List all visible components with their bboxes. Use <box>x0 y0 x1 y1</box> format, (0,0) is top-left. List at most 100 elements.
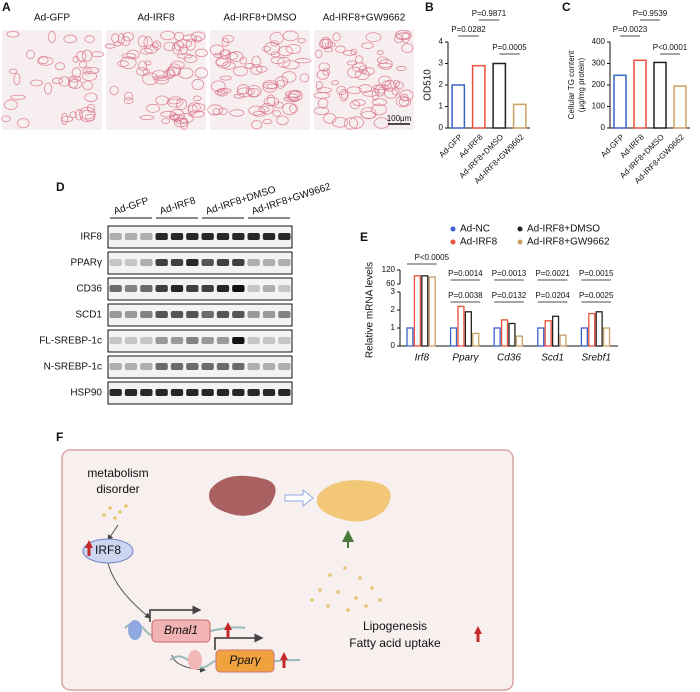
blot-frame <box>107 251 293 275</box>
band <box>232 337 245 344</box>
band <box>170 259 184 266</box>
cell <box>30 79 44 87</box>
cell <box>172 42 181 55</box>
cell <box>176 53 193 59</box>
cell <box>26 49 35 60</box>
p-value: P=0.0204 <box>535 291 570 300</box>
band <box>109 259 122 266</box>
bar <box>580 327 588 347</box>
cell <box>82 80 93 91</box>
cell <box>180 44 188 56</box>
cell <box>1 115 11 122</box>
lane-group-label: Ad-IRF8 <box>158 195 197 217</box>
x-tick-label: Cd36 <box>497 353 521 364</box>
bar <box>633 59 647 129</box>
band <box>186 285 199 292</box>
cell <box>315 49 323 59</box>
cell <box>168 98 182 105</box>
p-value: P=0.0013 <box>492 269 527 278</box>
band <box>247 363 260 370</box>
band <box>278 311 291 318</box>
band <box>186 363 199 370</box>
cell <box>262 45 271 52</box>
band <box>232 285 245 292</box>
cell <box>161 118 171 124</box>
x-tick-label: Irf8 <box>415 353 430 364</box>
y-tick-label: 4 <box>439 37 444 46</box>
cell <box>155 95 169 106</box>
band <box>278 259 291 266</box>
p-value: P<0.0001 <box>653 43 688 52</box>
cell <box>163 69 176 78</box>
cell <box>395 95 410 108</box>
cell <box>67 75 82 83</box>
cell <box>250 64 263 75</box>
p-value: P=0.0005 <box>492 43 527 52</box>
blot-frame <box>107 329 293 353</box>
cell <box>289 89 303 102</box>
bar <box>472 332 480 347</box>
x-tick-label: Srebf1 <box>581 353 610 364</box>
p-value: P=0.0021 <box>535 269 570 278</box>
cell <box>194 48 209 58</box>
cell <box>82 66 92 75</box>
diagram-node: IRF8 <box>95 543 121 557</box>
band <box>186 233 199 240</box>
band <box>262 363 276 370</box>
cell <box>17 118 30 129</box>
cell <box>297 38 307 44</box>
diagram-text: disorder <box>96 482 139 496</box>
cell <box>217 87 232 94</box>
cell <box>81 49 93 62</box>
cell <box>365 32 382 43</box>
diagram-node: Bmal1 <box>164 623 198 637</box>
band <box>278 337 291 344</box>
cell <box>282 30 299 42</box>
cell <box>376 49 384 56</box>
band <box>109 233 122 240</box>
y-tick-label: 0 <box>439 123 444 132</box>
band <box>186 389 199 396</box>
cell <box>52 77 64 84</box>
y-tick-label: 400 <box>592 37 606 46</box>
cell <box>313 106 330 116</box>
band <box>262 285 276 292</box>
band <box>155 311 168 318</box>
image-label: Ad-IRF8+DMSO <box>223 13 296 24</box>
cell <box>262 80 279 90</box>
cell <box>122 32 134 42</box>
image-label: Ad-IRF8+GW9662 <box>323 13 406 24</box>
bar <box>413 275 421 347</box>
cell <box>299 73 310 83</box>
cell <box>194 67 209 79</box>
image-label: Ad-GFP <box>34 13 70 24</box>
cell <box>84 35 95 43</box>
blot-frame <box>107 303 293 327</box>
band <box>247 389 260 396</box>
cell <box>251 120 263 130</box>
cell <box>123 97 134 104</box>
y-tick-label: 0 <box>391 341 396 350</box>
cell <box>221 61 236 70</box>
cell <box>219 75 232 81</box>
x-tick-label: Scd1 <box>541 353 564 364</box>
bar <box>471 64 486 129</box>
legend-swatch <box>450 239 456 245</box>
cell <box>104 43 116 49</box>
cell <box>379 58 393 70</box>
cell <box>396 65 407 71</box>
band <box>140 311 153 318</box>
cell <box>371 98 388 107</box>
cell <box>229 51 244 62</box>
cell <box>322 113 337 124</box>
band <box>278 389 291 396</box>
band <box>170 311 184 318</box>
blot-label: CD36 <box>76 284 102 295</box>
y-tick-label: 3 <box>391 287 396 296</box>
cell <box>71 67 82 78</box>
cell <box>343 117 359 130</box>
panel-label: F <box>56 430 63 444</box>
diagram-text: metabolism <box>87 466 148 480</box>
blot-label: PPARγ <box>71 258 103 269</box>
band <box>247 311 260 318</box>
